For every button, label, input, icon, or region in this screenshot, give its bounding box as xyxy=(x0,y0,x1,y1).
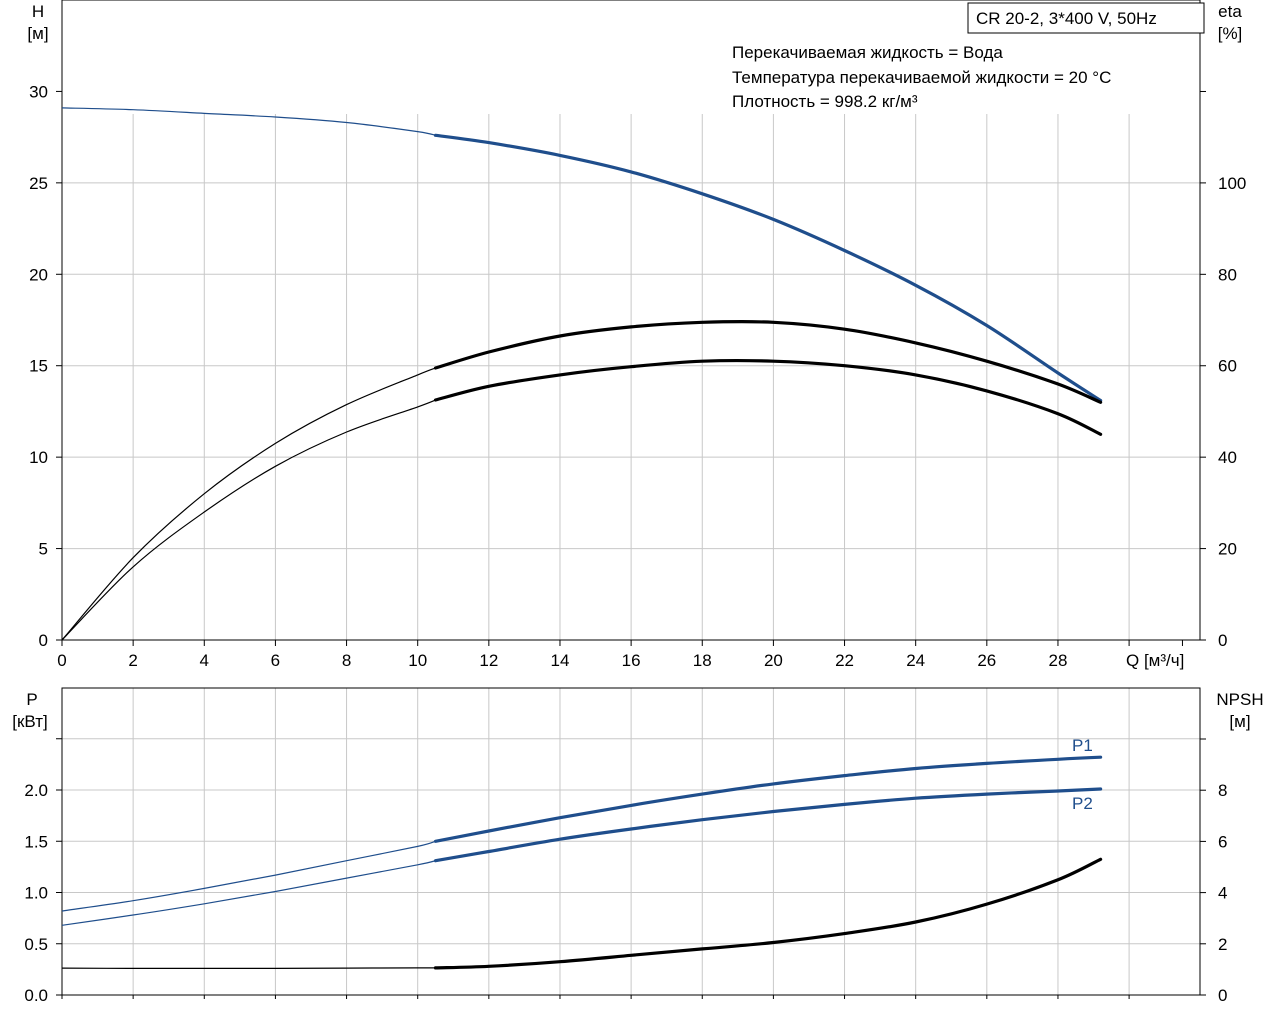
annotation-fluid: Перекачиваемая жидкость = Вода xyxy=(732,43,1003,62)
y-right-tick-label: 4 xyxy=(1218,884,1227,903)
top-series xyxy=(61,107,1103,641)
chart-title: CR 20-2, 3*400 V, 50Hz xyxy=(976,9,1157,28)
y-left-tick-label: 0.5 xyxy=(24,935,48,954)
y-right-tick-label: 8 xyxy=(1218,781,1227,800)
bottom-series-0-operating-line xyxy=(433,755,1103,843)
x-tick-label: 16 xyxy=(622,651,641,670)
y-left-tick-label: 2.0 xyxy=(24,781,48,800)
y-right-label-npsh: NPSH xyxy=(1216,690,1263,709)
bottom-left-tick-labels: 0.0 0.5 1.0 1.5 2.0 xyxy=(24,738,62,1005)
x-tick-label: 12 xyxy=(479,651,498,670)
top-right-tick-labels: 0 20 40 60 80 100 xyxy=(1200,90,1246,650)
bottom-series-0-extrapolated-line xyxy=(61,840,436,912)
annotation-density: Плотность = 998.2 кг/м³ xyxy=(732,92,918,111)
series-label-p1: P1 xyxy=(1072,736,1093,755)
y-left-tick-label: 10 xyxy=(29,448,48,467)
y-left-unit-p: [кВт] xyxy=(12,712,47,731)
power-npsh-panel: 0.0 0.5 1.0 1.5 2.0 0 2 4 6 8 P [кВт] NPSH [м] P… xyxy=(12,687,1264,1005)
x-tick-label: 10 xyxy=(408,651,427,670)
y-left-tick-label: 0.0 xyxy=(24,986,48,1005)
y-left-unit-h: [м] xyxy=(27,24,48,43)
y-left-tick-label: 15 xyxy=(29,357,48,376)
x-tick-label: 22 xyxy=(835,651,854,670)
bottom-series xyxy=(61,755,1103,970)
bottom-series-2-extrapolated-line xyxy=(61,967,436,970)
top-series-2-extrapolated-line xyxy=(61,399,436,641)
y-right-tick-label: 20 xyxy=(1218,540,1237,559)
x-tick-label: 28 xyxy=(1048,651,1067,670)
x-tick-label: 2 xyxy=(128,651,137,670)
top-x-tick-labels: 0 2 4 6 8 10 12 14 16 18 20 22 24 26 28 xyxy=(57,640,1183,670)
y-right-tick-label: 0 xyxy=(1218,631,1227,650)
x-tick-label: 14 xyxy=(551,651,570,670)
y-left-tick-label: 1.0 xyxy=(24,884,48,903)
y-right-unit-npsh: [м] xyxy=(1229,712,1250,731)
top-grid xyxy=(62,114,1200,640)
top-series-1-operating-line xyxy=(433,320,1103,404)
x-tick-label: 8 xyxy=(342,651,351,670)
y-right-tick-label: 80 xyxy=(1218,265,1237,284)
y-left-tick-label: 0 xyxy=(39,631,48,650)
y-right-tick-label: 100 xyxy=(1218,174,1246,193)
y-right-tick-label: 2 xyxy=(1218,935,1227,954)
y-left-tick-label: 5 xyxy=(39,540,48,559)
x-tick-label: 4 xyxy=(200,651,209,670)
x-tick-label: 6 xyxy=(271,651,280,670)
top-left-tick-labels: 0 5 10 15 20 25 30 xyxy=(29,82,62,650)
y-right-tick-label: 40 xyxy=(1218,448,1237,467)
bottom-right-tick-labels: 0 2 4 6 8 xyxy=(1200,738,1227,1005)
y-left-tick-label: 20 xyxy=(29,265,48,284)
top-series-1-extrapolated-line xyxy=(61,367,436,641)
x-tick-label: 20 xyxy=(764,651,783,670)
fluid-annotations: Перекачиваемая жидкость = Вода Температу… xyxy=(726,36,1196,114)
y-left-label-p: P xyxy=(26,690,37,709)
bottom-grid xyxy=(61,688,1200,999)
annotation-temperature: Температура перекачиваемой жидкости = 20… xyxy=(732,68,1111,87)
y-left-tick-label: 25 xyxy=(29,174,48,193)
x-tick-label: 26 xyxy=(977,651,996,670)
x-tick-label: 18 xyxy=(693,651,712,670)
bottom-series-1-extrapolated-line xyxy=(61,860,436,926)
x-axis-label: Q [м³/ч] xyxy=(1126,651,1184,670)
bottom-series-1-operating-line xyxy=(433,787,1103,863)
bottom-series-2-operating-line xyxy=(433,857,1103,970)
y-left-tick-label: 1.5 xyxy=(24,832,48,851)
y-right-label-eta: eta xyxy=(1218,2,1242,21)
series-label-p2: P2 xyxy=(1072,794,1093,813)
y-right-unit-eta: [%] xyxy=(1218,24,1243,43)
top-series-0-extrapolated-line xyxy=(61,107,436,136)
y-left-label-h: H xyxy=(32,2,44,21)
top-series-2-operating-line xyxy=(433,358,1103,436)
y-right-tick-label: 60 xyxy=(1218,357,1237,376)
chart-title-box xyxy=(967,2,1205,34)
top-series-0-operating-line xyxy=(433,133,1103,403)
y-right-tick-label: 0 xyxy=(1218,986,1227,1005)
y-right-tick-label: 6 xyxy=(1218,832,1227,851)
x-tick-label: 24 xyxy=(906,651,925,670)
x-tick-label: 0 xyxy=(57,651,66,670)
y-left-tick-label: 30 xyxy=(29,82,48,101)
